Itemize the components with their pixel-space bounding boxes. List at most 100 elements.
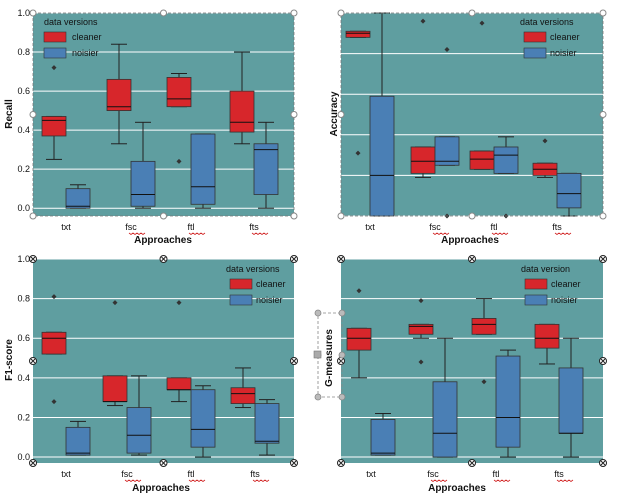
box-iqr <box>471 318 497 335</box>
y-tick-label: 0.6 <box>17 333 30 343</box>
spellcheck-underline <box>252 479 270 482</box>
anchor-handle <box>290 255 298 263</box>
spellcheck-underline <box>188 232 206 235</box>
box-cleaner-ftl <box>469 20 495 170</box>
x-axis-label: Approaches <box>441 235 499 246</box>
x-axis-label: Approaches <box>132 483 190 494</box>
box-iqr <box>230 387 256 404</box>
y-tick-label: 0.8 <box>17 47 30 57</box>
legend-label-noisier: noisier <box>551 295 578 305</box>
x-tick-label: fts <box>249 222 259 232</box>
box-iqr <box>130 160 156 207</box>
resize-handle <box>314 393 322 401</box>
box-iqr <box>556 172 582 209</box>
anchor-handle <box>159 459 168 467</box>
x-tick-label: ftl <box>187 469 194 479</box>
box-noisier-fts <box>253 121 279 209</box>
outlier-point <box>444 47 450 53</box>
box-iqr <box>190 389 216 448</box>
x-tick-label: txt <box>61 222 71 232</box>
x-tick-label: ftl <box>492 469 499 479</box>
legend-label-cleaner: cleaner <box>256 279 286 289</box>
box-iqr <box>41 116 67 137</box>
box-cleaner-fsc <box>408 298 434 365</box>
anchor-handle-cross <box>469 460 475 466</box>
anchor-handle <box>468 255 476 263</box>
outlier-point <box>112 300 118 306</box>
x-axis-label: Approaches <box>428 483 486 494</box>
resize-handle <box>314 309 322 317</box>
box-cleaner-fsc <box>102 300 128 407</box>
anchor-handle <box>29 357 37 365</box>
legend-label-noisier: noisier <box>550 48 577 58</box>
x-tick-label: fsc <box>429 222 441 232</box>
x-axis-label: Approaches <box>134 235 192 246</box>
resize-handle <box>337 111 345 118</box>
box-cleaner-txt <box>345 30 371 156</box>
anchor-handle <box>159 255 168 263</box>
resize-handle <box>160 9 167 17</box>
resize-handle <box>29 111 37 118</box>
box-iqr <box>345 30 371 38</box>
box-cleaner-fts <box>532 138 558 178</box>
resize-handle <box>29 9 37 17</box>
box-iqr <box>166 377 192 391</box>
anchor-handle-cross <box>291 256 297 262</box>
box-noisier-ftl <box>190 385 216 458</box>
box-cleaner-ftl <box>471 298 497 385</box>
outlier-point <box>418 298 424 304</box>
box-iqr <box>558 367 584 434</box>
anchor-handle-cross <box>291 358 297 364</box>
legend-swatch-noisier <box>524 294 548 306</box>
box-cleaner-ftl <box>166 73 192 164</box>
y-tick-label: 0.0 <box>17 452 30 462</box>
resize-handle <box>338 351 346 359</box>
anchor-handle <box>337 357 345 365</box>
box-iqr <box>432 381 458 458</box>
legend-swatch-noisier <box>229 294 253 306</box>
resize-handle <box>599 212 607 220</box>
box-noisier-txt <box>65 420 91 456</box>
y-axis-label: F1-score <box>4 339 15 381</box>
anchor-handle-cross <box>338 256 344 262</box>
anchor-handle-cross <box>30 460 36 466</box>
spellcheck-underline <box>124 479 142 482</box>
legend: data versions cleaner noisier <box>520 17 580 59</box>
resize-handle <box>599 111 607 118</box>
anchor-handle <box>337 255 345 263</box>
x-tick-label: ftl <box>490 222 497 232</box>
x-tick-label: fts <box>552 222 562 232</box>
legend-swatch-cleaner <box>524 278 548 290</box>
x-tick-label: fsc <box>427 469 439 479</box>
resize-handle <box>290 212 298 220</box>
outlier-point <box>356 288 362 294</box>
anchor-handle-cross <box>30 358 36 364</box>
y-tick-label: 0.4 <box>17 373 30 383</box>
box-iqr <box>495 355 521 448</box>
outlier-point <box>176 158 182 164</box>
box-iqr <box>493 146 519 174</box>
x-tick-label: txt <box>365 222 375 232</box>
anchor-handle-cross <box>600 358 606 364</box>
spellcheck-underline <box>128 232 146 235</box>
box-iqr <box>370 419 396 456</box>
legend-label-cleaner: cleaner <box>72 32 102 42</box>
x-tick-label: txt <box>366 469 376 479</box>
legend-title: data versions <box>226 264 280 274</box>
resize-handle <box>290 9 298 17</box>
box-iqr <box>102 375 128 403</box>
box-iqr <box>126 407 152 454</box>
box-noisier-fsc <box>432 337 458 458</box>
y-tick-label: 0.4 <box>17 125 30 135</box>
anchor-handle-cross <box>161 460 166 466</box>
anchor-handle-cross <box>291 460 297 466</box>
spellcheck-underline <box>491 232 509 235</box>
anchor-handle <box>599 459 607 467</box>
anchor-handle-cross <box>161 256 166 262</box>
legend-swatch-cleaner <box>229 278 253 290</box>
box-cleaner-txt <box>41 294 67 405</box>
box-iqr <box>410 146 436 174</box>
box-noisier-txt <box>65 184 91 209</box>
legend-swatch-noisier <box>523 47 547 59</box>
y-tick-label: 1.0 <box>17 254 30 264</box>
